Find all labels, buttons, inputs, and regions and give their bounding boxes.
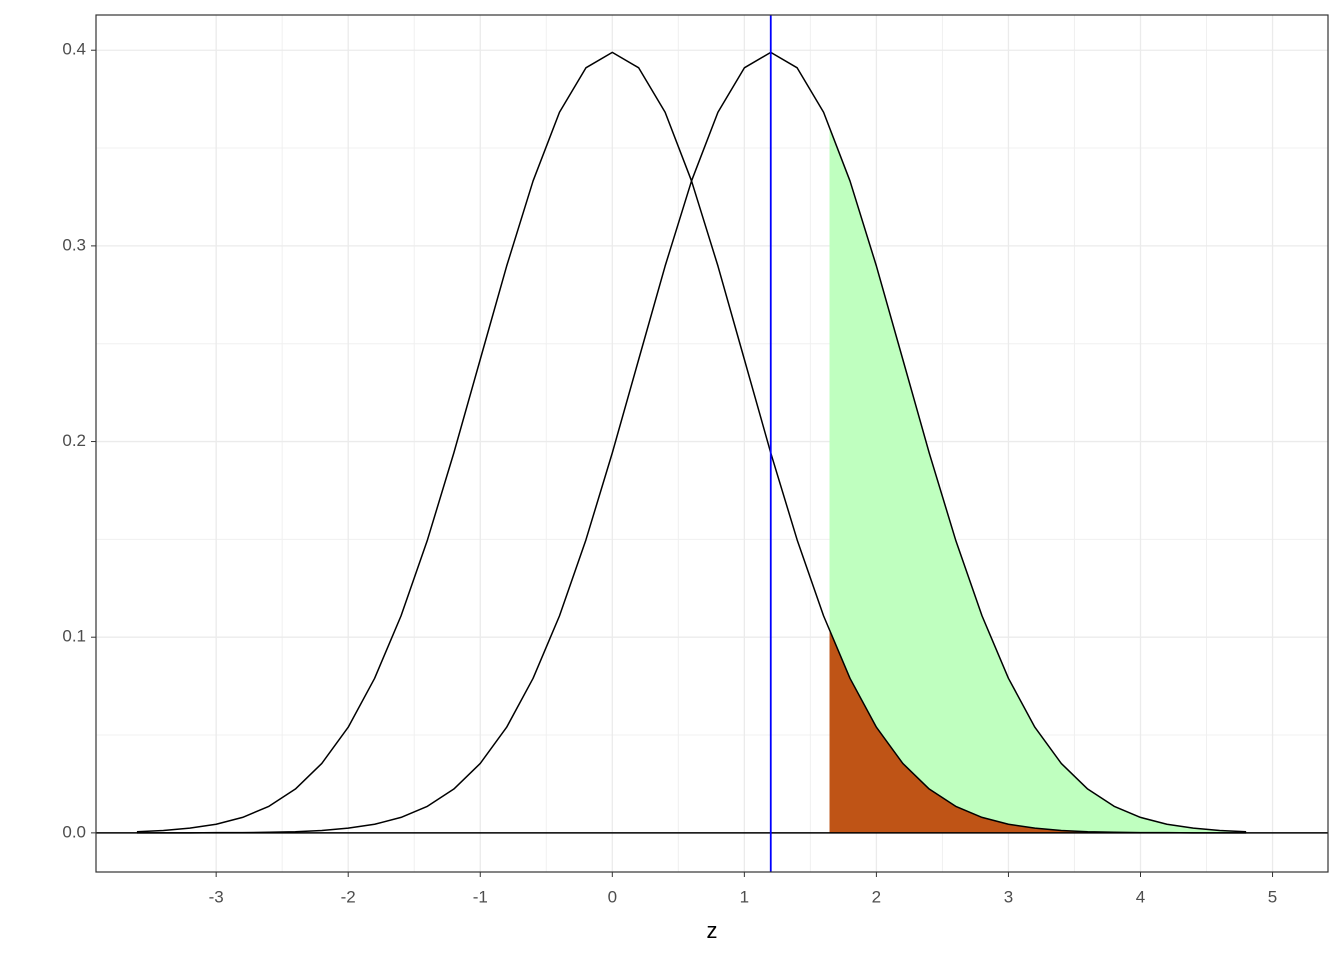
density-curve (136, 51, 1247, 834)
y-tick-label: 0.2 (62, 431, 86, 450)
x-axis-title: z (707, 918, 718, 943)
x-tick-label: 4 (1136, 887, 1145, 906)
marks (96, 15, 1328, 872)
area (829, 631, 1247, 833)
y-tick-label: 0.1 (62, 627, 86, 646)
x-tick-label: 2 (872, 887, 881, 906)
y-tick-label: 0.0 (62, 822, 86, 841)
y-tick-label: 0.4 (62, 40, 86, 59)
panel-border (95, 14, 1329, 873)
x-tick-label: 1 (740, 887, 749, 906)
y-tick-label: 0.3 (62, 235, 86, 254)
x-tick-label: 3 (1004, 887, 1013, 906)
x-tick-label: -1 (473, 887, 488, 906)
x-tick-label: 5 (1268, 887, 1277, 906)
x-tick-label: -3 (209, 887, 224, 906)
axes: -3 -2 -1 0 1 2 3 4 5 0.0 0.1 0.2 0.3 0.4 (62, 40, 1277, 907)
x-tick-label: 0 (608, 887, 617, 906)
x-tick-label: -2 (341, 887, 356, 906)
area (829, 126, 1247, 833)
